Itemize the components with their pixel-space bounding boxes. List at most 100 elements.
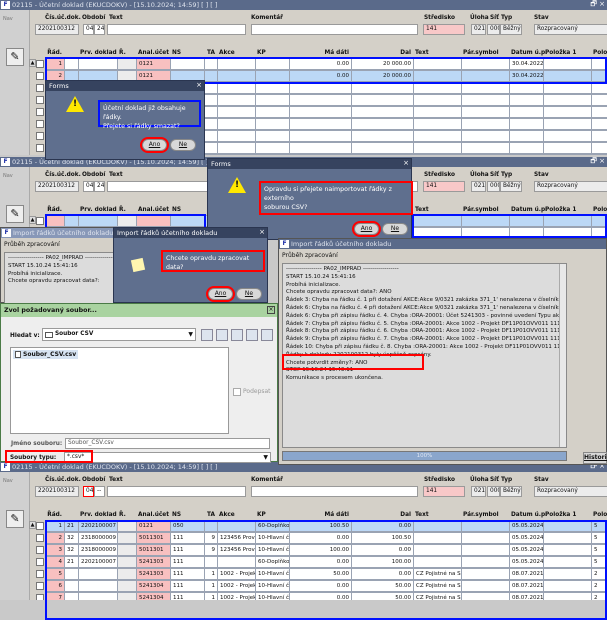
cell-text[interactable] (413, 106, 462, 118)
cell-item1[interactable] (543, 106, 592, 118)
restore-icon[interactable]: 🗗 (590, 0, 597, 8)
cell-debit[interactable] (289, 118, 352, 130)
cell-item1[interactable] (543, 94, 592, 106)
cell-action[interactable] (217, 118, 256, 130)
cost-center-field[interactable]: 141 (423, 181, 465, 192)
close-icon[interactable]: × (599, 462, 605, 470)
cell-credit[interactable] (351, 94, 414, 106)
cell-credit[interactable] (351, 142, 414, 154)
cell-ns[interactable]: 111 (170, 532, 205, 544)
cell-pair-symbol[interactable] (461, 130, 510, 142)
table-row[interactable]: 4 21 2202100007 5241303 111 60-Doplňkov 0.00 10… (0, 556, 607, 568)
cell-item2[interactable]: 2 (591, 568, 607, 580)
row-checkbox[interactable] (36, 120, 44, 128)
scroll-up-icon[interactable]: ▲ (29, 216, 36, 224)
cell-item2[interactable]: 5 (591, 532, 607, 544)
cell-kp[interactable] (255, 142, 290, 154)
cell-text[interactable] (413, 142, 462, 154)
up-folder-icon[interactable] (201, 329, 213, 341)
cell-date[interactable] (509, 106, 544, 118)
restore-icon[interactable]: 🗗 (590, 462, 597, 470)
cell-date[interactable] (509, 154, 544, 155)
yes-button[interactable]: Ano (352, 221, 381, 237)
type-field[interactable]: Běžný (500, 24, 522, 35)
look-in-combo[interactable]: Soubor CSV ▼ (42, 328, 196, 341)
cell-item2[interactable] (591, 227, 607, 237)
cell-kp[interactable] (255, 106, 290, 118)
cell-item1[interactable] (543, 118, 592, 130)
import-tool-icon[interactable]: ✎ (6, 510, 24, 528)
row-checkbox[interactable] (36, 582, 44, 590)
close-icon[interactable]: × (403, 159, 409, 167)
doc-number-field[interactable]: 2202100312 (35, 486, 79, 497)
task-field[interactable]: 021 (471, 486, 486, 497)
cell-text[interactable]: CZ Pojistné na SZ (413, 568, 462, 580)
cell-text[interactable] (413, 118, 462, 130)
cell-date[interactable] (509, 118, 544, 130)
text-field[interactable] (107, 24, 246, 35)
import-tool-icon[interactable]: ✎ (6, 205, 24, 223)
nav-button[interactable]: Nav (3, 173, 13, 179)
row-checkbox[interactable] (36, 132, 44, 140)
table-row[interactable]: 5 5241303 111 1 1002 - Projekt 10-Hlavní či 50… (0, 568, 607, 580)
cell-pair-symbol[interactable] (461, 118, 510, 130)
cell-action[interactable] (217, 142, 256, 154)
cell-kp[interactable] (255, 130, 290, 142)
close-icon[interactable]: × (599, 0, 605, 8)
cell-debit[interactable]: 100.00 (289, 544, 352, 556)
cell-item1[interactable] (543, 142, 592, 154)
cell-kp[interactable] (255, 154, 290, 155)
list-view-icon[interactable] (246, 329, 258, 341)
row-checkbox[interactable] (36, 522, 44, 530)
close-icon[interactable]: × (259, 228, 265, 236)
period-month-field[interactable]: 04 (83, 181, 94, 192)
history-button[interactable]: Historie (583, 452, 607, 464)
row-checkbox[interactable] (36, 558, 44, 566)
cell-text[interactable] (413, 154, 462, 155)
cell-credit[interactable] (351, 130, 414, 142)
doc-number-field[interactable]: 2202100312 (35, 24, 79, 35)
cell-debit[interactable] (289, 154, 352, 155)
scroll-up-icon[interactable]: ▲ (29, 59, 36, 67)
row-checkbox[interactable] (36, 144, 44, 152)
row-checkbox[interactable] (36, 217, 44, 225)
period-month-field[interactable]: 04 (83, 24, 94, 35)
no-button[interactable]: Ne (382, 223, 408, 235)
period-year-field[interactable]: 24 (94, 24, 105, 35)
restore-icon[interactable]: 🗗 (590, 157, 597, 165)
log-scrollbar[interactable] (559, 264, 566, 447)
no-button[interactable]: Ne (170, 139, 196, 151)
doc-number-field[interactable]: 2202100312 (35, 181, 79, 192)
sign-checkbox[interactable] (233, 388, 241, 396)
network-field[interactable]: 000 (487, 24, 500, 35)
cell-date[interactable]: 30.04.2022 (509, 70, 544, 82)
table-row[interactable]: 3 32 2318000009 5011301 111 9 123456 Provo 10-H… (0, 544, 607, 556)
file-item[interactable]: Soubor_CSV.csv (13, 350, 79, 359)
chevron-down-icon[interactable]: ▼ (263, 454, 268, 461)
cost-center-field[interactable]: 141 (423, 24, 465, 35)
table-row[interactable]: 2 0121 0.00 20 000.00 30.04.2022 (0, 70, 607, 82)
no-button[interactable]: Ne (236, 288, 262, 300)
file-list[interactable]: Soubor_CSV.csv (10, 347, 229, 434)
scroll-up-icon[interactable]: ▲ (29, 521, 36, 529)
new-folder-icon[interactable] (231, 329, 243, 341)
cell-ta[interactable] (204, 94, 218, 106)
period-year-field[interactable]: -- (94, 486, 105, 497)
cell-pair-symbol[interactable] (461, 154, 510, 155)
row-checkbox[interactable] (36, 546, 44, 554)
cell-primary-doc[interactable]: 2318000009 (78, 544, 118, 556)
cell-item2[interactable]: 2 (591, 580, 607, 592)
yes-button[interactable]: Ano (206, 286, 235, 302)
cell-credit[interactable] (351, 118, 414, 130)
cell-pair-symbol[interactable] (461, 142, 510, 154)
row-checkbox[interactable] (36, 534, 44, 542)
text-field[interactable] (107, 486, 246, 497)
cell-kp[interactable] (255, 118, 290, 130)
row-checkbox[interactable] (36, 594, 44, 600)
cell-ta[interactable] (204, 106, 218, 118)
row-checkbox[interactable] (36, 96, 44, 104)
cell-item2[interactable]: 5 (591, 556, 607, 568)
cell-kp[interactable] (255, 94, 290, 106)
row-checkbox[interactable] (36, 72, 44, 80)
cell-kp[interactable]: 60-Doplňkov (255, 556, 290, 568)
